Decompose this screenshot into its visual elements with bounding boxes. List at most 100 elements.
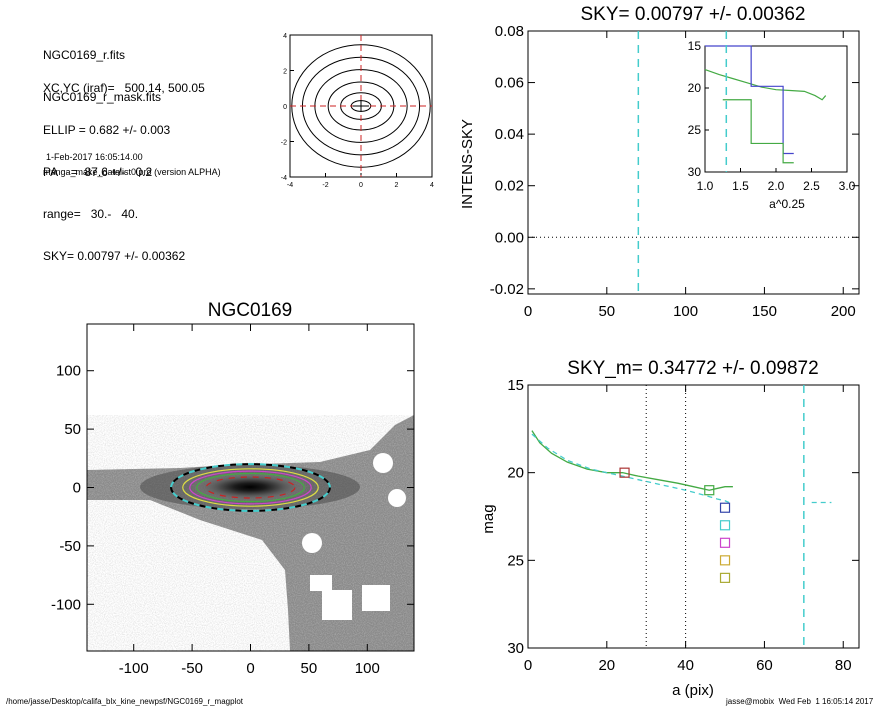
mask-block xyxy=(362,585,390,611)
contour-ytick-label: 0 xyxy=(283,104,287,111)
contour-xtick-label: 2 xyxy=(395,182,399,189)
mag-marker xyxy=(719,555,731,566)
mag-ytick-label: 15 xyxy=(507,377,524,394)
info-line: PA = 87.6 +/- 0.2 xyxy=(43,165,153,179)
image-isophote-ellipse xyxy=(170,463,331,512)
mag-xlabel: a (pix) xyxy=(672,682,714,699)
sky-inset-xlabel: a^0.25 xyxy=(769,197,805,211)
mag-frame xyxy=(527,384,860,649)
mask-block xyxy=(310,575,332,591)
image-xtick-label: -50 xyxy=(181,660,203,677)
image-ytick-label: 100 xyxy=(56,363,81,380)
image-isophote-ellipse xyxy=(170,463,331,512)
sky-inset-frame xyxy=(704,45,848,173)
contour-ytick-label: -4 xyxy=(281,175,287,182)
sky-inset-xtick-label: 3.0 xyxy=(839,179,856,193)
mag-xtick-label: 20 xyxy=(598,657,615,674)
sky-inset-xtick-label: 1.5 xyxy=(732,179,749,193)
mag-profile-series xyxy=(531,430,733,491)
galaxy-disk xyxy=(140,465,360,509)
image-isophote-ellipse xyxy=(196,472,305,503)
contour-xtick-label: 4 xyxy=(430,182,434,189)
sky-inset-ytick-label: 25 xyxy=(688,123,702,137)
contour-level xyxy=(301,56,421,156)
mag-title: SKY_m= 0.34772 +/- 0.09872 xyxy=(567,358,818,379)
image-xtick-label: -100 xyxy=(119,660,149,677)
info-parameters: XC,YC (iraf)= 500.14, 500.05 ELLIP = 0.6… xyxy=(43,53,205,277)
image-ytick-label: -50 xyxy=(59,538,81,555)
galaxy-bulge xyxy=(190,472,310,502)
mag-ytick-label: 25 xyxy=(507,552,524,569)
sky-inset-series xyxy=(705,45,794,155)
image-frame xyxy=(86,323,415,652)
galaxy-light-region xyxy=(87,415,414,651)
sky-inset-series xyxy=(704,68,827,101)
mag-profile-series xyxy=(531,433,730,504)
footer-user: jasse@mobix Wed Feb 1 16:05:14 2017 xyxy=(726,697,874,706)
mag-xtick-label: 0 xyxy=(524,657,532,674)
image-xtick-label: 100 xyxy=(355,660,380,677)
image-ytick-label: 0 xyxy=(73,480,81,497)
info-line: range= 30.- 40. xyxy=(43,207,139,221)
image-title: NGC0169 xyxy=(208,300,293,321)
sky-ytick-label: 0.08 xyxy=(495,23,524,40)
sky-title: SKY= 0.00797 +/- 0.00362 xyxy=(580,4,805,25)
sky-xtick-label: 100 xyxy=(673,303,698,320)
galaxy-image xyxy=(87,415,414,651)
mask-hole xyxy=(373,453,393,473)
info-line: XC,YC (iraf)= 500.14, 500.05 xyxy=(43,81,205,95)
mag-ytick-label: 30 xyxy=(507,640,524,657)
sky-xtick-label: 150 xyxy=(752,303,777,320)
mag-marker xyxy=(719,502,731,513)
image-isophote-ellipse xyxy=(205,476,296,499)
image-isophote-ellipse xyxy=(189,470,312,505)
mag-marker xyxy=(619,467,630,478)
info-line: ELLIP = 0.682 +/- 0.003 xyxy=(43,123,171,137)
sky-ytick-label: 0.04 xyxy=(495,126,524,143)
sky-inset-ytick-label: 30 xyxy=(688,165,702,179)
contour-ytick-label: -2 xyxy=(281,140,287,147)
mag-marker xyxy=(704,485,715,496)
contour-ytick-label: 4 xyxy=(283,33,287,40)
mag-ytick-label: 20 xyxy=(507,465,524,482)
contour-xtick-label: -2 xyxy=(322,182,328,189)
contour-ytick-label: 2 xyxy=(283,69,287,76)
sky-inset-xtick-label: 1.0 xyxy=(697,179,714,193)
mag-xtick-label: 60 xyxy=(756,657,773,674)
info-program: manga_make_datalist0.pro (version ALPHA) xyxy=(43,167,221,177)
mag-marker xyxy=(719,520,731,531)
sky-inset-ytick-label: 15 xyxy=(688,39,702,53)
sky-ytick-label: 0.06 xyxy=(495,75,524,92)
contour-level xyxy=(291,44,431,168)
sky-ytick-label: 0.02 xyxy=(495,178,524,195)
mag-marker xyxy=(719,537,731,548)
image-xtick-label: 50 xyxy=(301,660,318,677)
info-line: NGC0169_r.fits xyxy=(43,48,126,62)
image-ytick-label: 50 xyxy=(64,421,81,438)
sky-inset-xtick-label: 2.0 xyxy=(768,179,785,193)
info-line: NGC0169_r_mask.fits xyxy=(43,90,162,104)
contour-level xyxy=(340,92,382,120)
sky-xtick-label: 200 xyxy=(831,303,856,320)
contour-level xyxy=(327,81,395,131)
sky-xtick-label: 0 xyxy=(524,303,532,320)
sky-inset-ytick-label: 20 xyxy=(688,81,702,95)
sky-ylabel: INTENS-SKY xyxy=(459,119,476,209)
contour-xtick-label: -4 xyxy=(287,182,293,189)
sky-ytick-label: 0.00 xyxy=(495,229,524,246)
mask-hole xyxy=(302,533,322,553)
contour-frame xyxy=(289,34,433,178)
image-isophote-ellipse xyxy=(182,468,319,507)
mag-xtick-label: 80 xyxy=(835,657,852,674)
sky-inset-series xyxy=(722,99,794,164)
footer-path: /home/jasse/Desktop/califa_blx_kine_newp… xyxy=(6,697,244,706)
image-ytick-label: -100 xyxy=(51,596,81,613)
mask-block xyxy=(322,590,352,620)
info-line: SKY= 0.00797 +/- 0.00362 xyxy=(43,249,186,263)
mag-xtick-label: 40 xyxy=(677,657,694,674)
info-date: 1-Feb-2017 16:05:14.00 xyxy=(46,152,143,162)
contour-level xyxy=(314,69,408,143)
contour-level xyxy=(350,100,372,112)
galaxy-noise xyxy=(87,415,414,651)
sky-xtick-label: 50 xyxy=(598,303,615,320)
